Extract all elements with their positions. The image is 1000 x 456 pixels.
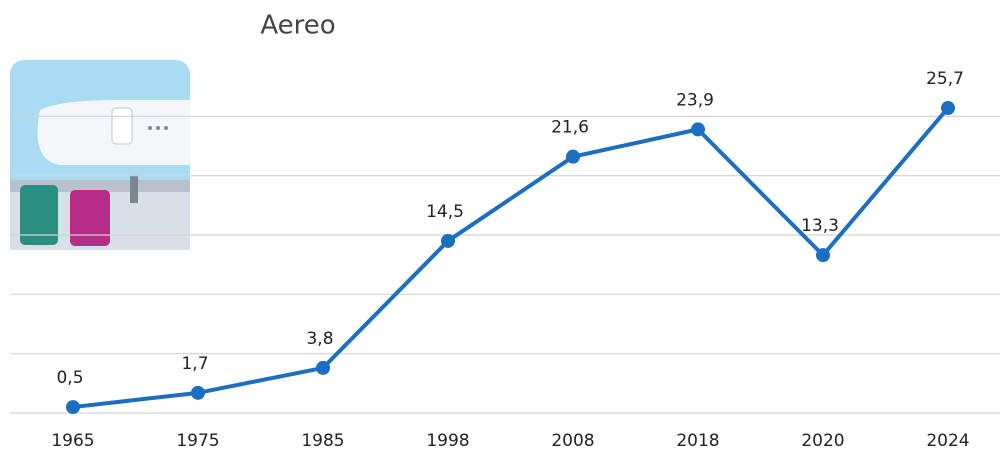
data-point [941, 101, 955, 115]
x-tick-label: 1965 [51, 431, 94, 451]
data-label: 14,5 [426, 202, 464, 222]
x-tick-label: 1985 [301, 431, 344, 451]
data-point [816, 248, 830, 262]
data-label: 13,3 [801, 216, 839, 236]
data-point [691, 122, 705, 136]
x-tick-label: 2008 [551, 431, 594, 451]
page: Aereo 1965 1975 1985 1998 2008 2018 2020 2024 0,… [0, 0, 1000, 456]
x-tick-label: 2020 [801, 431, 844, 451]
x-tick-label: 2018 [676, 431, 719, 451]
data-point [191, 386, 205, 400]
airplane-illustration [10, 60, 190, 250]
data-label: 3,8 [306, 329, 333, 349]
data-point [441, 234, 455, 248]
data-label: 1,7 [181, 354, 208, 374]
chart: Aereo 1965 1975 1985 1998 2008 2018 2020 2024 0,… [0, 0, 1000, 456]
data-label: 0,5 [56, 368, 83, 388]
x-tick-label: 2024 [926, 431, 969, 451]
data-label: 25,7 [926, 69, 964, 89]
x-tick-label: 1975 [176, 431, 219, 451]
data-point [66, 400, 80, 414]
data-label: 23,9 [676, 90, 714, 110]
data-point [566, 150, 580, 164]
data-point [316, 361, 330, 375]
chart-title: Aereo [260, 11, 335, 41]
data-label: 21,6 [551, 118, 589, 138]
x-tick-label: 1998 [426, 431, 469, 451]
